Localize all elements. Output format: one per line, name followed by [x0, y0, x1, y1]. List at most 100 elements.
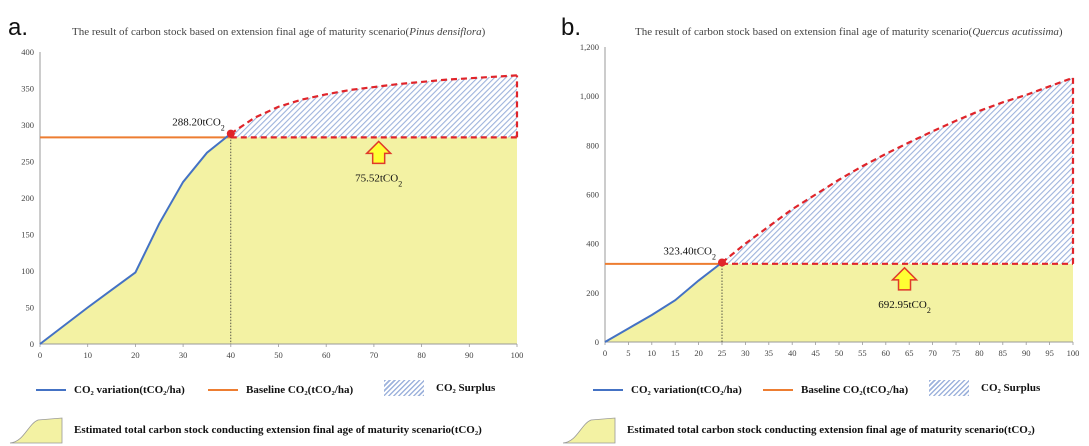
- y-tick-label: 400: [21, 47, 34, 57]
- surplus-annotation: 75.52tCO2: [355, 172, 402, 188]
- x-tick-label: 60: [322, 350, 331, 360]
- chart-title-suffix: ): [481, 26, 486, 38]
- chart-title-suffix: ): [1058, 26, 1063, 38]
- legend-row: Estimated total carbon stock conducting …: [555, 416, 1089, 446]
- x-tick-label: 60: [882, 348, 891, 358]
- surplus-arrow-icon: [364, 140, 393, 165]
- x-tick-label: 50: [274, 350, 283, 360]
- legend-item-estimated: Estimated total carbon stock conducting …: [8, 416, 482, 444]
- y-tick-label: 200: [586, 288, 599, 298]
- surplus-annotation: 692.95tCO2: [878, 299, 931, 315]
- panel-letter: a.: [8, 14, 29, 41]
- x-tick-label: 35: [765, 348, 774, 358]
- surplus-arrow-icon: [890, 266, 919, 291]
- legend-line-baseline: [208, 389, 238, 391]
- variation-line: [39, 132, 232, 345]
- chart-title: The result of carbon stock based on exte…: [72, 26, 485, 38]
- legend-label-variation: CO₂ variation(tCO₂/ha): [631, 384, 742, 396]
- x-tick-label: 15: [671, 348, 680, 358]
- y-tick-label: 150: [21, 230, 34, 240]
- x-tick-label: 70: [928, 348, 937, 358]
- surplus-border-top: [230, 74, 518, 135]
- x-tick-label: 10: [83, 350, 92, 360]
- x-tick-label: 85: [999, 348, 1008, 358]
- marker-point: [718, 258, 726, 267]
- x-tick-label: 90: [1022, 348, 1030, 358]
- legend-row: CO₂ variation(tCO₂/ha) Baseline CO₂(tCO₂…: [555, 380, 1089, 406]
- legend-swatch-surplus: [384, 380, 424, 396]
- x-tick-label: 65: [905, 348, 914, 358]
- legend-swatch-estimated: [562, 417, 616, 444]
- x-tick-label: 75: [952, 348, 961, 358]
- y-tick-label: 0: [595, 337, 599, 347]
- y-tick-label: 300: [21, 120, 34, 130]
- surplus-area: [722, 77, 1073, 264]
- legend-row: CO₂ variation(tCO₂/ha) Baseline CO₂(tCO₂…: [0, 380, 535, 406]
- surplus-border-top: [721, 76, 1074, 264]
- x-tick-label: 30: [741, 348, 750, 358]
- legend-item-baseline: Baseline CO₂(tCO₂/ha): [208, 384, 353, 396]
- legend-row: Estimated total carbon stock conducting …: [0, 416, 535, 446]
- legend-item-variation: CO₂ variation(tCO₂/ha): [36, 384, 185, 396]
- x-tick-label: 20: [131, 350, 140, 360]
- estimated-area: [40, 75, 517, 345]
- x-tick-label: 80: [975, 348, 984, 358]
- y-tick-label: 400: [586, 239, 599, 249]
- point-annotation: 323.40tCO2: [663, 245, 716, 261]
- x-tick-label: 55: [858, 348, 867, 358]
- legend-item-variation: CO₂ variation(tCO₂/ha): [593, 384, 742, 396]
- y-tick-label: 0: [30, 339, 34, 349]
- legend-line-variation: [593, 389, 623, 391]
- chart-title: The result of carbon stock based on exte…: [635, 26, 1063, 38]
- legend-swatch-surplus: [929, 380, 969, 396]
- y-tick-label: 600: [586, 190, 599, 200]
- x-tick-label: 95: [1045, 348, 1054, 358]
- chart-title-prefix: The result of carbon stock based on exte…: [635, 26, 973, 38]
- y-tick-label: 1,200: [580, 42, 599, 52]
- x-tick-label: 70: [370, 350, 379, 360]
- x-tick-label: 30: [179, 350, 188, 360]
- y-tick-label: 200: [21, 193, 34, 203]
- x-tick-label: 40: [788, 348, 797, 358]
- y-tick-label: 1,000: [580, 91, 599, 101]
- chart-plot: 0 50 100 150 200 250 300 350 400 0 10 20 30 40 50 60 70 8…: [21, 47, 524, 360]
- legend-label-baseline: Baseline CO₂(tCO₂/ha): [801, 384, 909, 396]
- marker-point: [226, 129, 235, 138]
- x-tick-label: 5: [626, 348, 630, 358]
- legend-item-estimated: Estimated total carbon stock conducting …: [561, 416, 1035, 444]
- chart-panel-b: b. The result of carbon stock based on e…: [555, 0, 1089, 446]
- x-tick-label: 90: [465, 350, 474, 360]
- x-tick-label: 50: [835, 348, 844, 358]
- legend-label-estimated: Estimated total carbon stock conducting …: [74, 424, 482, 436]
- point-annotation: 288.20tCO2: [172, 117, 225, 133]
- legend-swatch-estimated: [9, 417, 63, 444]
- x-tick-label: 100: [1067, 348, 1080, 358]
- x-tick-label: 80: [417, 350, 426, 360]
- chart-plot: 0 200 400 600 800 1,000 1,200 0 5 10 15 20 25 30 35 40 4…: [580, 42, 1080, 358]
- legend-item-surplus: CO₂ Surplus: [929, 380, 1040, 396]
- legend-label-estimated: Estimated total carbon stock conducting …: [627, 424, 1035, 436]
- x-tick-label: 100: [511, 350, 524, 360]
- x-tick-label: 45: [811, 348, 820, 358]
- x-tick-label: 0: [603, 348, 607, 358]
- legend-label-surplus: CO₂ Surplus: [436, 382, 496, 394]
- legend-label-variation: CO₂ variation(tCO₂/ha): [74, 384, 185, 396]
- y-tick-label: 100: [21, 266, 34, 276]
- x-tick-label: 25: [718, 348, 727, 358]
- legend-line-variation: [36, 389, 66, 391]
- x-tick-label: 10: [648, 348, 657, 358]
- chart-title-prefix: The result of carbon stock based on exte…: [72, 26, 410, 38]
- legend-label-baseline: Baseline CO₂(tCO₂/ha): [246, 384, 354, 396]
- y-tick-label: 50: [26, 303, 35, 313]
- legend-line-baseline: [763, 389, 793, 391]
- x-tick-label: 0: [38, 350, 42, 360]
- y-tick-label: 350: [21, 84, 34, 94]
- chart-panel-a: a. The result of carbon stock based on e…: [0, 0, 535, 446]
- legend-label-surplus: CO₂ Surplus: [981, 382, 1041, 394]
- chart-title-species: Quercus acutissima: [972, 26, 1059, 38]
- variation-line: [604, 261, 723, 343]
- x-tick-label: 20: [694, 348, 703, 358]
- legend-item-surplus: CO₂ Surplus: [384, 380, 495, 396]
- y-tick-label: 800: [586, 140, 599, 150]
- legend-item-baseline: Baseline CO₂(tCO₂/ha): [763, 384, 908, 396]
